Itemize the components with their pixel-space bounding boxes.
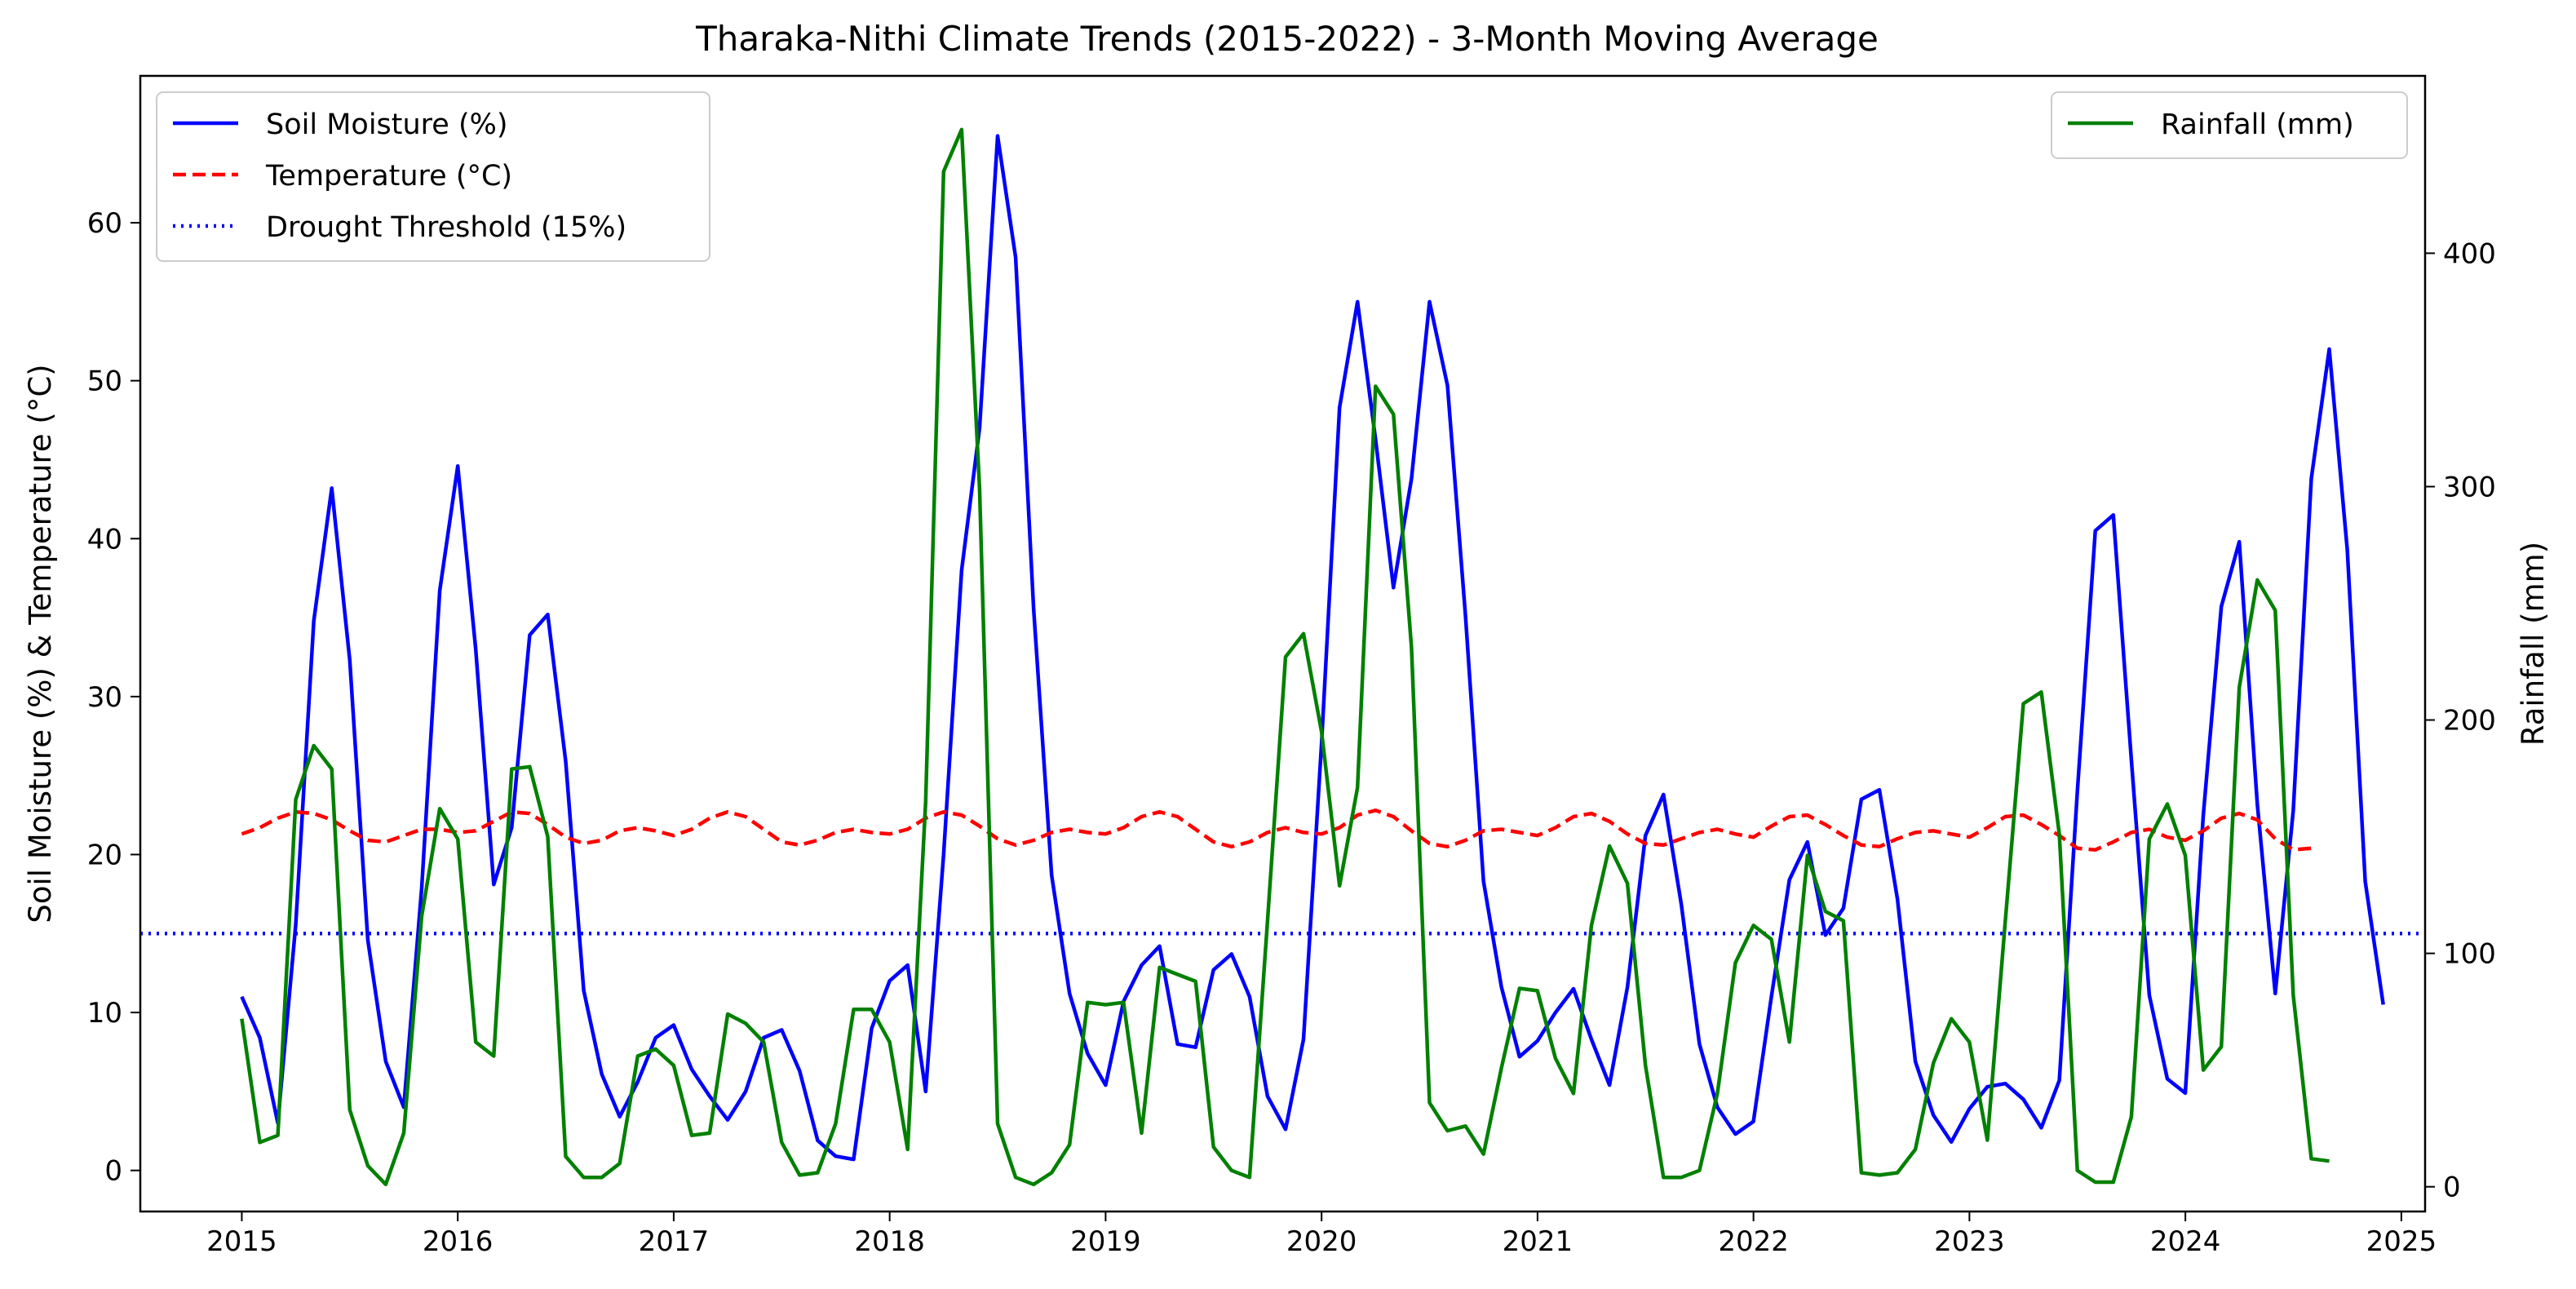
x-tick-label: 2020: [1286, 1225, 1357, 1258]
y-axis-right-label: Rainfall (mm): [2516, 542, 2551, 746]
x-tick-label: 2025: [2366, 1225, 2437, 1258]
legend-label: Temperature (°C): [265, 160, 512, 193]
y-right-tick-label: 400: [2443, 237, 2496, 270]
x-tick-label: 2016: [423, 1225, 494, 1258]
x-tick-label: 2015: [206, 1225, 277, 1258]
legend-label: Rainfall (mm): [2161, 109, 2354, 141]
y-right-tick-label: 0: [2443, 1172, 2461, 1204]
y-left-tick-label: 50: [87, 365, 122, 398]
x-tick-label: 2017: [639, 1225, 710, 1258]
y-right-tick-label: 100: [2443, 938, 2496, 971]
legend-right-box: [2051, 91, 2408, 159]
y-left-tick-label: 60: [87, 207, 122, 240]
x-tick-label: 2019: [1070, 1225, 1141, 1258]
chart-title: Tharaka-Nithi Climate Trends (2015-2022)…: [695, 19, 1879, 59]
legend-right: Rainfall (mm): [2051, 91, 2408, 159]
legend-label: Drought Threshold (15%): [266, 211, 626, 244]
y-left-tick-label: 0: [104, 1155, 122, 1188]
x-tick-label: 2021: [1503, 1225, 1573, 1258]
legend-label: Soil Moisture (%): [266, 109, 508, 141]
x-tick-label: 2023: [1934, 1225, 2005, 1258]
y-axis-left-label: Soil Moisture (%) & Temperature (°C): [23, 364, 58, 923]
soil-moisture-line: [240, 134, 2385, 1162]
plot-frame: [139, 74, 2427, 1213]
rainfall-mm-line: [240, 127, 2330, 1187]
legend-left-box: [156, 91, 710, 262]
x-tick-label: 2022: [1718, 1225, 1789, 1258]
legend-left: Soil Moisture (%) Temperature (°C) Drought…: [156, 91, 710, 262]
y-left-tick-label: 20: [87, 839, 122, 871]
y-right-tick-label: 200: [2443, 705, 2496, 738]
y-right-tick-label: 300: [2443, 471, 2496, 503]
y-left-tick-label: 10: [87, 997, 122, 1030]
x-tick-label: 2024: [2150, 1225, 2221, 1258]
y-left-tick-label: 30: [87, 681, 122, 714]
x-tick-label: 2018: [854, 1225, 925, 1258]
y-left-tick-label: 40: [87, 523, 122, 556]
plot-area: [140, 127, 2425, 1187]
